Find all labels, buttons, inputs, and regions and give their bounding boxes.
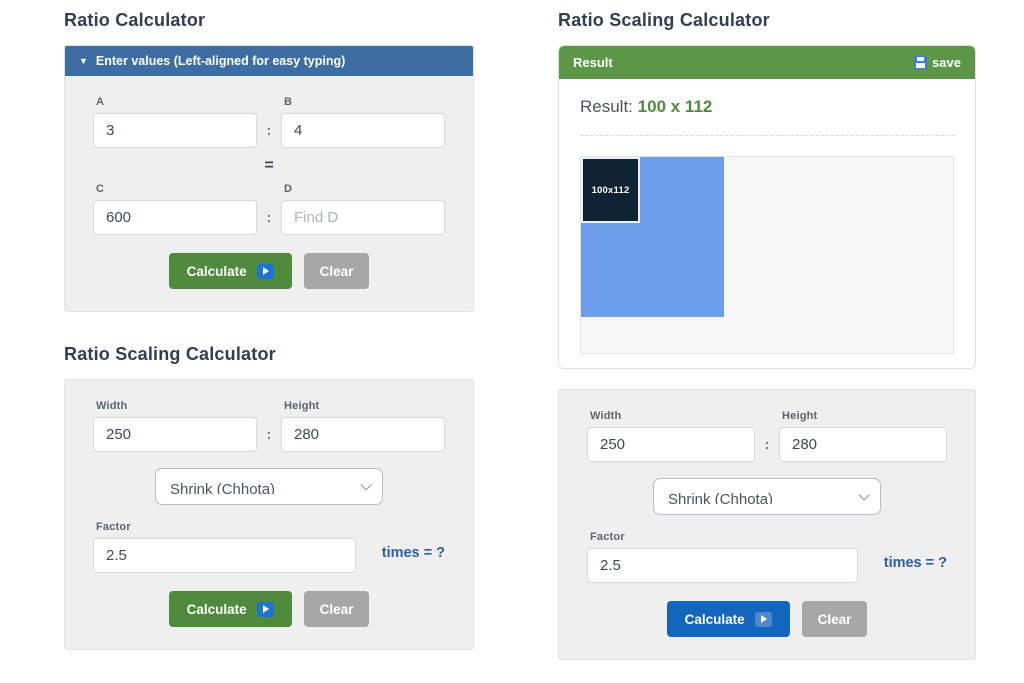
scaling-section-title: Ratio Scaling Calculator [64, 344, 276, 364]
field-width: Width [587, 410, 755, 462]
ab-row: A : B [93, 96, 445, 148]
play-icon [256, 601, 274, 617]
enter-values-collapsible-header[interactable]: ▼ Enter values (Left-aligned for easy ty… [65, 46, 473, 76]
height-input[interactable] [779, 427, 947, 462]
ratio-c-input[interactable] [93, 200, 257, 235]
play-icon [754, 611, 772, 627]
factor-label: Factor [96, 521, 131, 533]
floppy-disk-icon [914, 56, 928, 69]
save-label: save [932, 55, 961, 70]
scaling-calculator-body: Width : Height Shrink (Chhota) Factor [65, 380, 473, 649]
cd-row: C : D [93, 183, 445, 235]
ratio-calculator-panel: ▼ Enter values (Left-aligned for easy ty… [64, 45, 474, 312]
clear-button[interactable]: Clear [801, 601, 868, 637]
c-label: C [96, 183, 105, 195]
result-card: Result save Result: 100 x 112 100x112 [558, 45, 976, 369]
scale-mode-select[interactable]: Shrink (Chhota) [653, 478, 881, 515]
clear-label: Clear [319, 601, 354, 617]
scaling-calculator-body: Width : Height Shrink (Chhota) Factor [559, 390, 975, 659]
times-hint: times = ? [883, 555, 947, 571]
ratio-d-input[interactable] [281, 200, 445, 235]
ratio-calculator-body: A : B = C : D [65, 76, 473, 311]
result-label: Result: [580, 97, 633, 116]
height-label: Height [284, 400, 320, 412]
left-column: Ratio Calculator ▼ Enter values (Left-al… [64, 8, 474, 660]
width-input[interactable] [93, 417, 257, 452]
factor-row: Factor times = ? [93, 521, 445, 573]
height-input[interactable] [281, 417, 445, 452]
result-value: 100 x 112 [637, 97, 713, 116]
preview-canvas: 100x112 [580, 156, 954, 354]
wh-row: Width : Height [93, 400, 445, 452]
field-factor: Factor [93, 521, 356, 573]
result-body: Result: 100 x 112 100x112 [559, 79, 975, 368]
chevron-down-icon [858, 488, 870, 501]
save-button[interactable]: save [914, 55, 961, 70]
wh-row: Width : Height [587, 410, 947, 462]
calculate-label: Calculate [186, 263, 247, 279]
width-input[interactable] [587, 427, 755, 462]
result-line: Result: 100 x 112 [580, 97, 954, 117]
dashed-divider [580, 135, 954, 136]
scaling-calc-buttons: Calculate Clear [587, 601, 947, 637]
result-header-label: Result [573, 55, 613, 70]
calculate-button[interactable]: Calculate [666, 601, 790, 637]
scale-mode-selected-value: Shrink (Chhota) [668, 491, 774, 504]
right-section-title: Ratio Scaling Calculator [558, 10, 770, 30]
field-height: Height [281, 400, 445, 452]
page: Ratio Calculator ▼ Enter values (Left-al… [64, 8, 976, 660]
clear-label: Clear [817, 611, 852, 627]
width-label: Width [590, 410, 622, 422]
d-label: D [284, 183, 293, 195]
field-height: Height [779, 410, 947, 462]
scaled-size-box: 100x112 [581, 157, 640, 223]
ratio-a-input[interactable] [93, 113, 257, 148]
calculate-button[interactable]: Calculate [168, 253, 292, 289]
chevron-down-icon [360, 478, 372, 491]
colon-separator: : [266, 122, 272, 138]
ratio-calc-buttons: Calculate Clear [93, 253, 445, 289]
scale-mode-select[interactable]: Shrink (Chhota) [155, 468, 383, 505]
colon-separator: : [266, 209, 272, 225]
factor-input[interactable] [93, 538, 356, 573]
scale-mode-selected-value: Shrink (Chhota) [170, 481, 276, 494]
field-d: D [281, 183, 445, 235]
factor-label: Factor [590, 531, 625, 543]
field-width: Width [93, 400, 257, 452]
scaling-calculator-panel-right: Width : Height Shrink (Chhota) Factor [558, 389, 976, 660]
panel-header-label: Enter values (Left-aligned for easy typi… [95, 54, 346, 68]
clear-button[interactable]: Clear [303, 253, 370, 289]
scaled-size-label: 100x112 [591, 184, 630, 196]
a-label: A [96, 96, 105, 108]
clear-button[interactable]: Clear [303, 591, 370, 627]
factor-input[interactable] [587, 548, 858, 583]
result-header: Result save [559, 46, 975, 79]
right-column: Ratio Scaling Calculator Result save Res… [558, 8, 976, 660]
collapse-triangle-icon: ▼ [79, 55, 88, 66]
factor-row: Factor times = ? [587, 531, 947, 583]
equals-sign: = [264, 157, 274, 174]
field-c: C [93, 183, 257, 235]
calculate-label: Calculate [684, 611, 745, 627]
scaling-calculator-panel-left: Width : Height Shrink (Chhota) Factor [64, 379, 474, 650]
calculate-button[interactable]: Calculate [168, 591, 292, 627]
scaling-calc-buttons: Calculate Clear [93, 591, 445, 627]
height-label: Height [782, 410, 818, 422]
field-factor: Factor [587, 531, 858, 583]
play-icon [256, 263, 274, 279]
ratio-b-input[interactable] [281, 113, 445, 148]
field-a: A [93, 96, 257, 148]
page-title: Ratio Calculator [64, 10, 206, 30]
colon-separator: : [266, 426, 272, 442]
field-b: B [281, 96, 445, 148]
calculate-label: Calculate [186, 601, 247, 617]
clear-label: Clear [319, 263, 354, 279]
times-hint: times = ? [381, 545, 445, 561]
width-label: Width [96, 400, 128, 412]
b-label: B [284, 96, 293, 108]
colon-separator: : [764, 436, 770, 452]
